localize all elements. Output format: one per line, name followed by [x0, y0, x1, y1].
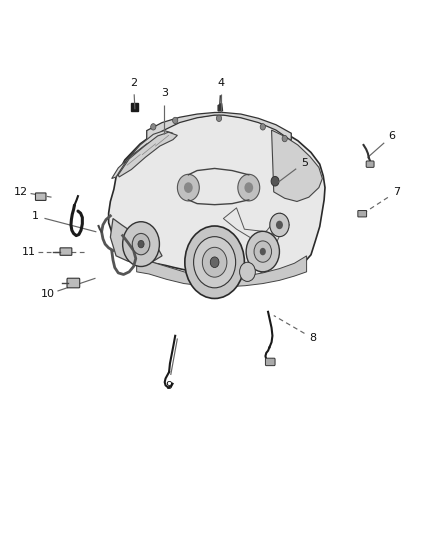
Polygon shape	[218, 103, 223, 111]
Polygon shape	[110, 219, 162, 264]
Polygon shape	[147, 112, 291, 144]
Circle shape	[246, 231, 279, 272]
Circle shape	[260, 248, 266, 255]
Circle shape	[216, 115, 222, 122]
Polygon shape	[112, 131, 173, 179]
Circle shape	[202, 247, 227, 277]
Text: 3: 3	[161, 88, 168, 98]
Circle shape	[244, 182, 253, 193]
Text: 12: 12	[14, 187, 28, 197]
Circle shape	[238, 174, 260, 201]
Text: 9: 9	[165, 382, 172, 391]
Circle shape	[184, 182, 193, 193]
Polygon shape	[131, 103, 138, 111]
Circle shape	[194, 237, 236, 288]
Circle shape	[254, 241, 272, 262]
Text: 6: 6	[389, 131, 396, 141]
Text: 11: 11	[21, 247, 35, 256]
Polygon shape	[109, 114, 325, 279]
Circle shape	[260, 124, 265, 130]
Text: 8: 8	[310, 334, 317, 343]
Circle shape	[173, 117, 178, 124]
Circle shape	[132, 233, 150, 255]
Circle shape	[240, 262, 255, 281]
Circle shape	[282, 135, 287, 142]
Circle shape	[210, 257, 219, 268]
Circle shape	[185, 226, 244, 298]
Circle shape	[276, 221, 283, 229]
FancyBboxPatch shape	[60, 248, 72, 255]
FancyBboxPatch shape	[35, 193, 46, 200]
Circle shape	[271, 176, 279, 186]
Polygon shape	[272, 130, 322, 201]
Text: 4: 4	[218, 78, 225, 87]
Text: 7: 7	[393, 187, 400, 197]
Circle shape	[177, 174, 199, 201]
FancyBboxPatch shape	[265, 358, 275, 366]
Text: 10: 10	[41, 289, 55, 299]
Circle shape	[270, 213, 289, 237]
FancyBboxPatch shape	[358, 211, 367, 217]
Circle shape	[151, 124, 156, 130]
Polygon shape	[118, 132, 177, 177]
Circle shape	[138, 240, 144, 248]
Polygon shape	[137, 256, 307, 287]
Text: 5: 5	[301, 158, 308, 167]
Text: 2: 2	[130, 78, 137, 87]
Text: 1: 1	[32, 211, 39, 221]
FancyBboxPatch shape	[67, 278, 80, 288]
Circle shape	[123, 222, 159, 266]
FancyBboxPatch shape	[366, 161, 374, 167]
